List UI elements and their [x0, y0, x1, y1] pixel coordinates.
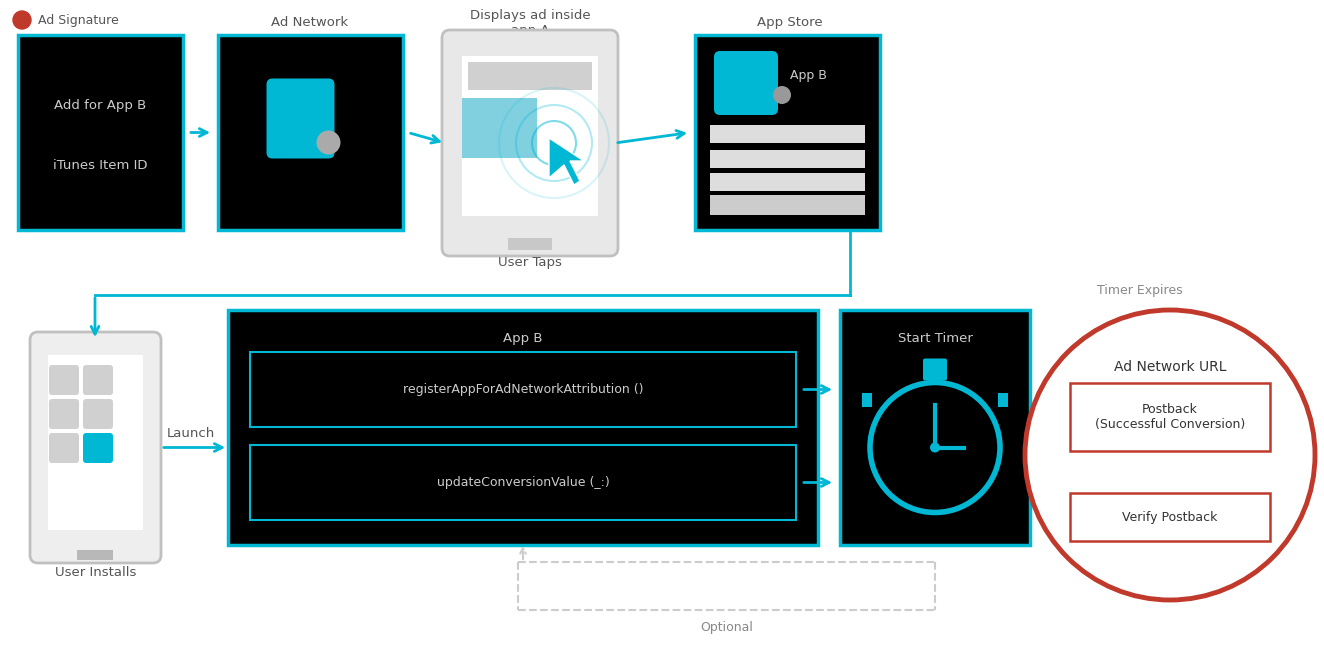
- FancyBboxPatch shape: [923, 359, 947, 381]
- Bar: [710, 150, 865, 168]
- Text: Ad Signature: Ad Signature: [38, 13, 119, 26]
- Text: App B: App B: [503, 332, 543, 344]
- FancyBboxPatch shape: [250, 445, 796, 520]
- Text: Ad Network: Ad Network: [271, 15, 348, 28]
- Circle shape: [1025, 310, 1315, 600]
- FancyBboxPatch shape: [250, 352, 796, 427]
- FancyBboxPatch shape: [266, 79, 335, 158]
- FancyBboxPatch shape: [442, 30, 618, 256]
- FancyBboxPatch shape: [228, 310, 818, 545]
- Circle shape: [929, 442, 940, 453]
- Text: Start Timer: Start Timer: [898, 332, 972, 344]
- Bar: [462, 98, 536, 158]
- Text: Optional: Optional: [700, 622, 753, 634]
- FancyBboxPatch shape: [83, 399, 113, 429]
- Text: Postback
(Successful Conversion): Postback (Successful Conversion): [1095, 403, 1245, 431]
- Text: App B: App B: [790, 68, 828, 81]
- Bar: [48, 355, 143, 530]
- Text: Timer Expires: Timer Expires: [1098, 283, 1182, 297]
- Text: iTunes Item ID: iTunes Item ID: [53, 158, 148, 171]
- Text: User Installs: User Installs: [54, 567, 136, 579]
- FancyBboxPatch shape: [1070, 493, 1270, 541]
- FancyBboxPatch shape: [218, 35, 402, 230]
- Bar: [78, 550, 114, 560]
- FancyBboxPatch shape: [839, 310, 1030, 545]
- FancyBboxPatch shape: [714, 51, 779, 115]
- Text: registerAppForAdNetworkAttribution (): registerAppForAdNetworkAttribution (): [402, 383, 643, 396]
- Text: Verify Postback: Verify Postback: [1123, 510, 1218, 524]
- Bar: [710, 195, 865, 215]
- FancyBboxPatch shape: [49, 399, 79, 429]
- Circle shape: [316, 130, 340, 154]
- FancyBboxPatch shape: [49, 365, 79, 395]
- Text: Displays ad inside: Displays ad inside: [470, 9, 591, 21]
- FancyBboxPatch shape: [30, 332, 162, 563]
- FancyBboxPatch shape: [49, 433, 79, 463]
- Text: Launch: Launch: [167, 427, 214, 440]
- Bar: [508, 238, 552, 250]
- Polygon shape: [549, 138, 584, 185]
- Bar: [467, 62, 592, 90]
- Circle shape: [773, 86, 790, 104]
- Bar: [862, 393, 873, 406]
- Circle shape: [13, 11, 30, 29]
- FancyBboxPatch shape: [19, 35, 183, 230]
- Text: Add for App B: Add for App B: [54, 99, 147, 111]
- FancyBboxPatch shape: [695, 35, 880, 230]
- FancyBboxPatch shape: [83, 433, 113, 463]
- Text: Ad Network URL: Ad Network URL: [1113, 360, 1226, 374]
- Bar: [710, 125, 865, 143]
- FancyBboxPatch shape: [1070, 383, 1270, 451]
- Bar: [710, 173, 865, 191]
- Text: App Store: App Store: [757, 15, 822, 28]
- Text: updateConversionValue (_:): updateConversionValue (_:): [437, 476, 609, 489]
- Bar: [462, 56, 598, 216]
- Bar: [998, 393, 1008, 406]
- Text: app A: app A: [511, 23, 549, 36]
- FancyBboxPatch shape: [83, 365, 113, 395]
- Text: User Taps: User Taps: [498, 256, 561, 269]
